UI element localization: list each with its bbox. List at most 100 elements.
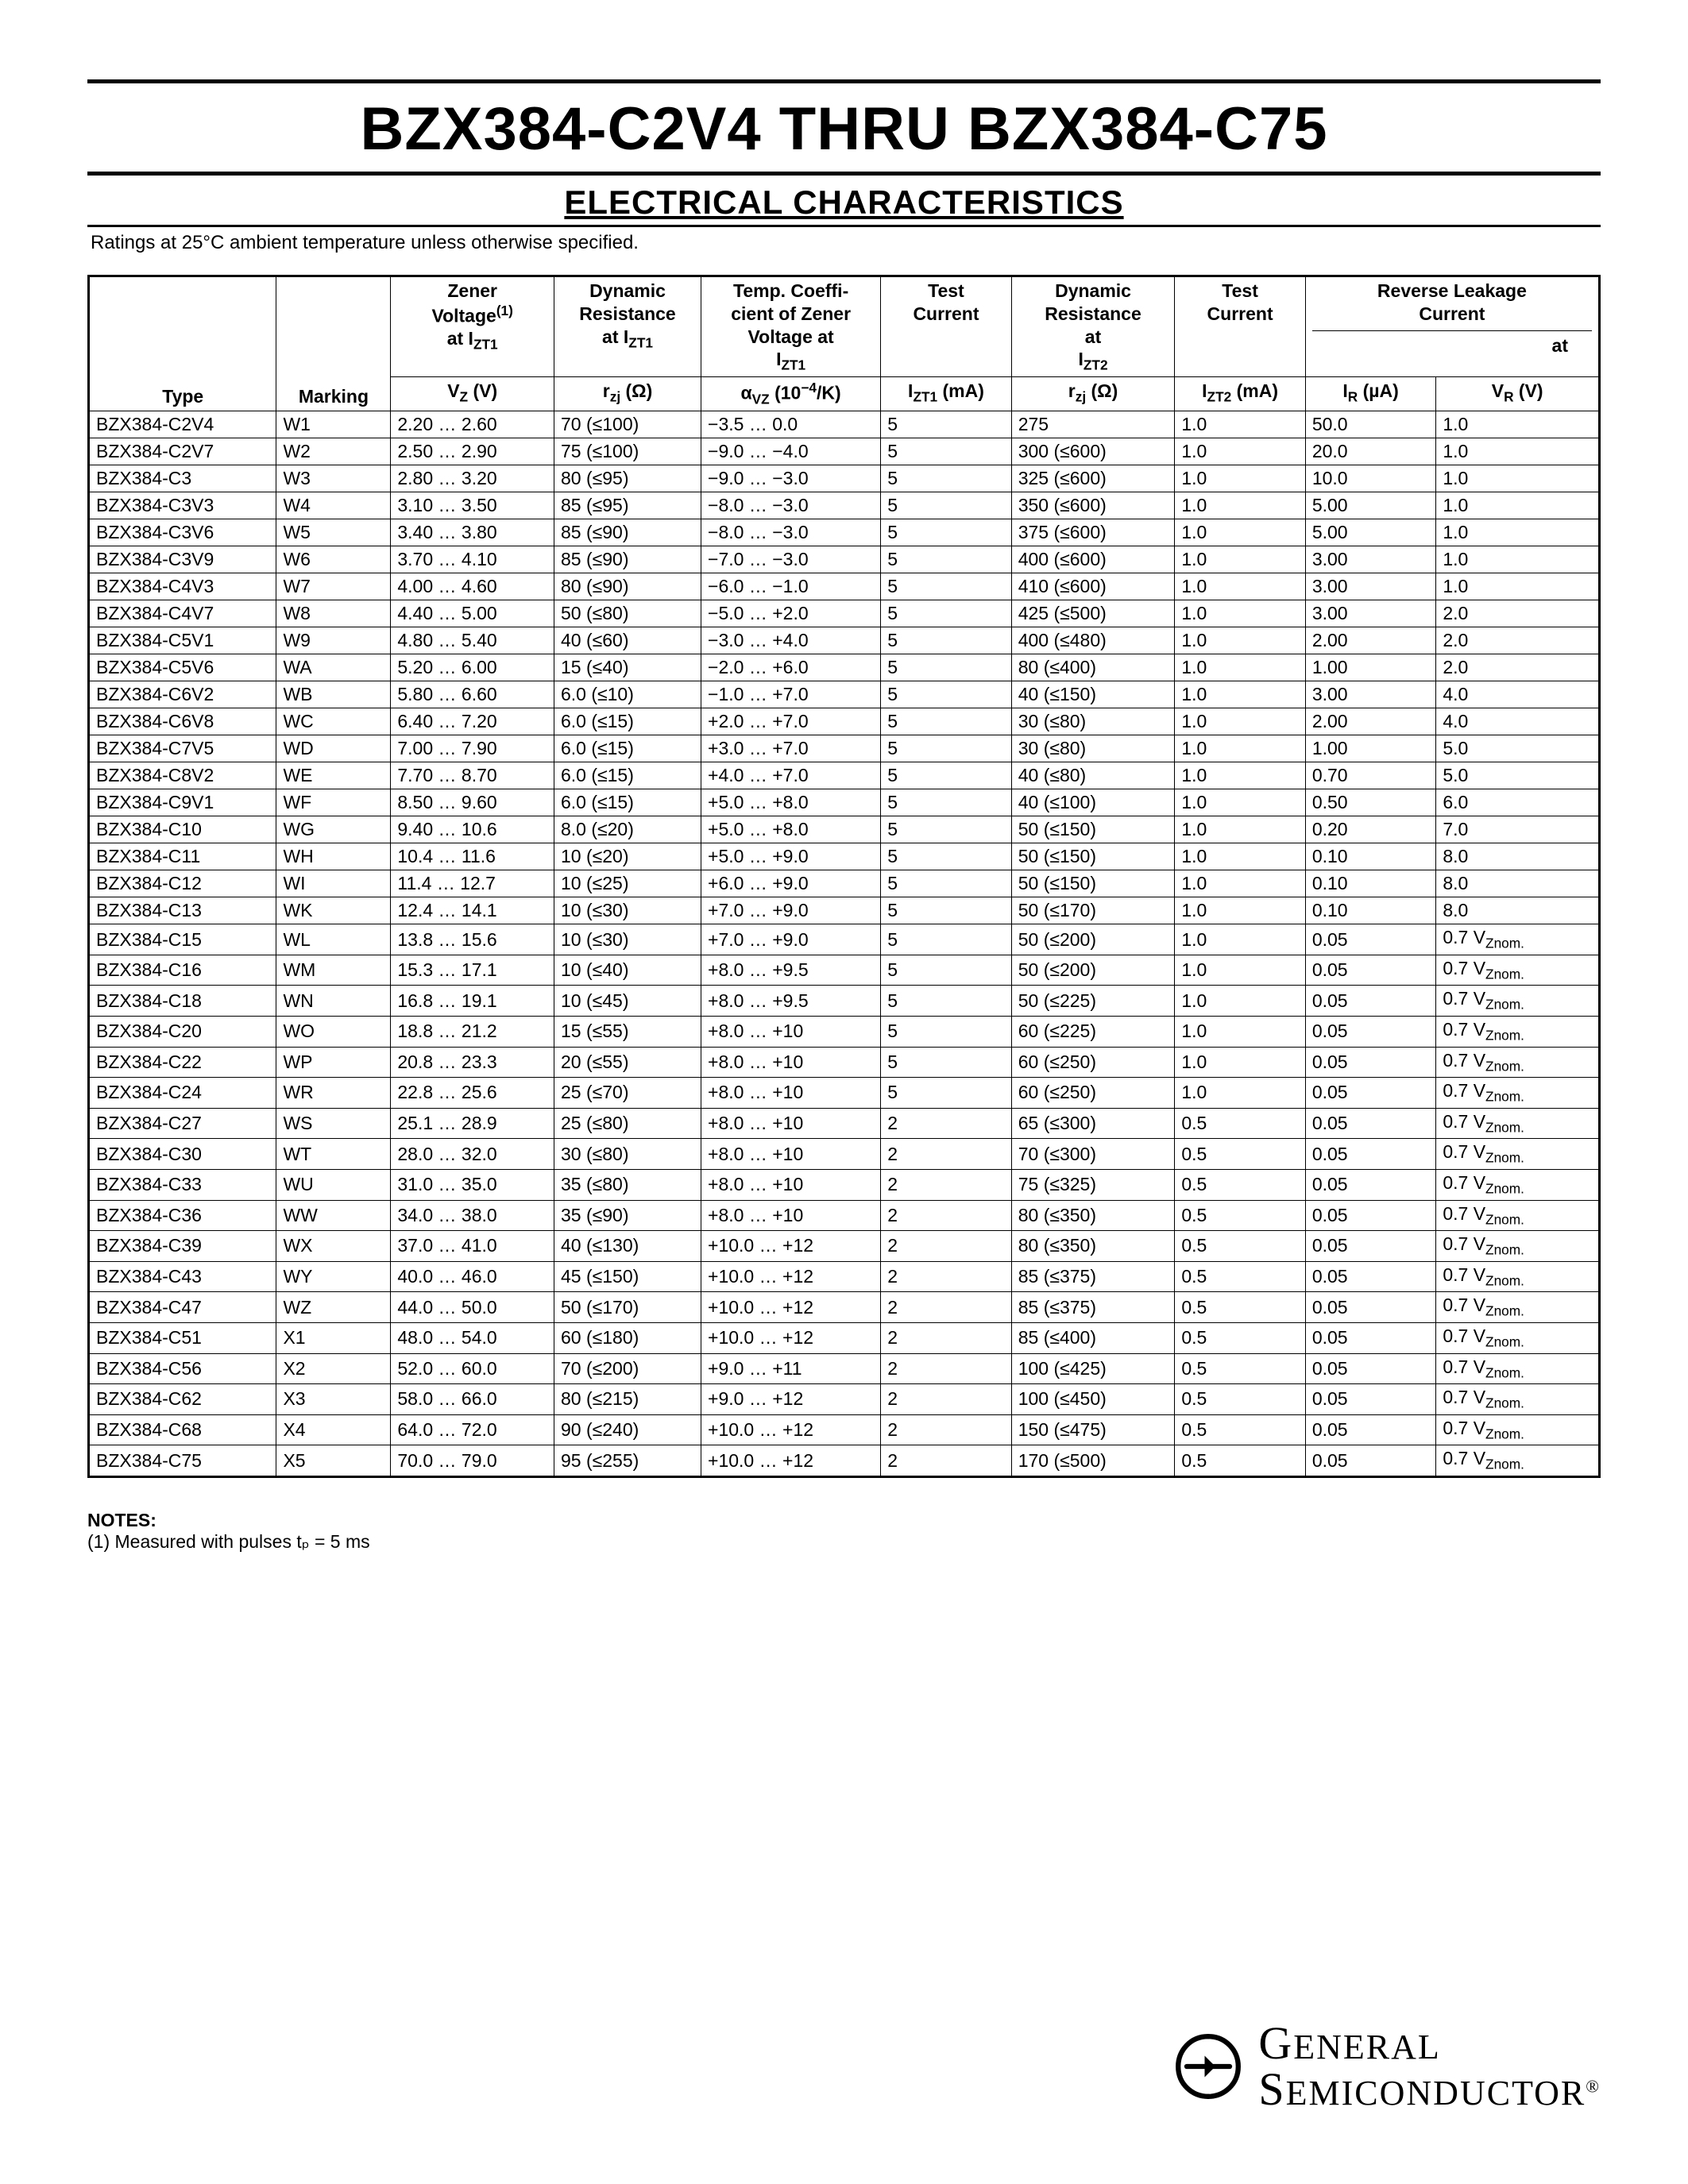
cell: 1.0 [1175,654,1306,681]
cell: 50 (≤200) [1011,924,1175,955]
cell: 1.0 [1175,681,1306,708]
cell: 5 [881,924,1012,955]
cell: 1.0 [1436,492,1600,519]
cell: 2.50 … 2.90 [391,438,554,465]
cell: 85 (≤95) [554,492,701,519]
cell: 0.7 VZnom. [1436,1078,1600,1109]
cell: 5 [881,681,1012,708]
cell: 7.00 … 7.90 [391,735,554,762]
cell: 0.7 VZnom. [1436,986,1600,1017]
cell: 50 (≤225) [1011,986,1175,1017]
cell: WF [276,789,391,816]
cell: −6.0 … −1.0 [701,573,881,600]
cell: 30 (≤80) [1011,708,1175,735]
cell: 5 [881,573,1012,600]
cell: 0.05 [1305,1384,1436,1415]
cell: 0.10 [1305,843,1436,870]
col-rzj2: rzj (Ω) [1011,377,1175,411]
table-row: BZX384-C62X358.0 … 66.080 (≤215)+9.0 … +… [89,1384,1600,1415]
cell: 0.05 [1305,924,1436,955]
cell: 2 [881,1261,1012,1292]
hdr-test-current-2: TestCurrent [1175,276,1306,377]
cell: 4.0 [1436,708,1600,735]
cell: 0.7 VZnom. [1436,1047,1600,1078]
table-row: BZX384-C27WS25.1 … 28.925 (≤80)+8.0 … +1… [89,1108,1600,1139]
cell: BZX384-C6V2 [89,681,276,708]
cell: 64.0 … 72.0 [391,1414,554,1445]
cell: 15 (≤40) [554,654,701,681]
cell: 0.05 [1305,1200,1436,1231]
table-row: BZX384-C5V1W94.80 … 5.4040 (≤60)−3.0 … +… [89,627,1600,654]
cell: 0.05 [1305,955,1436,986]
cell: WE [276,762,391,789]
cell: BZX384-C62 [89,1384,276,1415]
cell: X4 [276,1414,391,1445]
cell: BZX384-C20 [89,1017,276,1048]
cell: 50 (≤150) [1011,870,1175,897]
cell: +8.0 … +10 [701,1139,881,1170]
table-row: BZX384-C12WI11.4 … 12.710 (≤25)+6.0 … +9… [89,870,1600,897]
cell: BZX384-C33 [89,1169,276,1200]
cell: WX [276,1231,391,1262]
cell: 170 (≤500) [1011,1445,1175,1477]
cell: 0.7 VZnom. [1436,1261,1600,1292]
cell: 0.5 [1175,1353,1306,1384]
cell: 6.40 … 7.20 [391,708,554,735]
cell: 3.00 [1305,546,1436,573]
table-row: BZX384-C20WO18.8 … 21.215 (≤55)+8.0 … +1… [89,1017,1600,1048]
table-row: BZX384-C43WY40.0 … 46.045 (≤150)+10.0 … … [89,1261,1600,1292]
cell: 5 [881,465,1012,492]
cell: 1.0 [1175,1047,1306,1078]
cell: 11.4 … 12.7 [391,870,554,897]
cell: 90 (≤240) [554,1414,701,1445]
table-row: BZX384-C5V6WA5.20 … 6.0015 (≤40)−2.0 … +… [89,654,1600,681]
col-izt1: IZT1 (mA) [881,377,1012,411]
cell: 20 (≤55) [554,1047,701,1078]
cell: 4.00 … 4.60 [391,573,554,600]
hdr-zener-voltage: ZenerVoltage(1) at IZT1 [391,276,554,377]
col-izt2: IZT2 (mA) [1175,377,1306,411]
ratings-caption: Ratings at 25°C ambient temperature unle… [87,227,1601,275]
cell: W4 [276,492,391,519]
cell: −5.0 … +2.0 [701,600,881,627]
cell: 2 [881,1414,1012,1445]
cell: 30 (≤80) [1011,735,1175,762]
cell: 85 (≤90) [554,546,701,573]
cell: 0.10 [1305,897,1436,924]
cell: 0.05 [1305,1261,1436,1292]
cell: 34.0 … 38.0 [391,1200,554,1231]
cell: 300 (≤600) [1011,438,1175,465]
cell: W6 [276,546,391,573]
cell: BZX384-C13 [89,897,276,924]
hdr-test-current-1-text: TestCurrent [913,280,979,324]
cell: 1.0 [1436,438,1600,465]
cell: 5 [881,735,1012,762]
cell: W1 [276,411,391,438]
cell: 10 (≤20) [554,843,701,870]
cell: 5.20 … 6.00 [391,654,554,681]
table-row: BZX384-C39WX37.0 … 41.040 (≤130)+10.0 … … [89,1231,1600,1262]
cell: BZX384-C43 [89,1261,276,1292]
cell: 1.0 [1175,708,1306,735]
table-row: BZX384-C75X570.0 … 79.095 (≤255)+10.0 … … [89,1445,1600,1477]
cell: BZX384-C68 [89,1414,276,1445]
cell: 0.05 [1305,1292,1436,1323]
page-title: BZX384-C2V4 THRU BZX384-C75 [87,83,1601,172]
cell: 1.0 [1175,627,1306,654]
cell: WK [276,897,391,924]
cell: 5 [881,1017,1012,1048]
logo-icon [1172,2031,1244,2102]
cell: 50 (≤170) [1011,897,1175,924]
cell: 0.05 [1305,1322,1436,1353]
cell: 3.00 [1305,573,1436,600]
cell: 0.7 VZnom. [1436,1445,1600,1477]
cell: 80 (≤95) [554,465,701,492]
cell: W5 [276,519,391,546]
cell: 1.0 [1175,897,1306,924]
cell: 0.05 [1305,1445,1436,1477]
cell: 12.4 … 14.1 [391,897,554,924]
cell: WL [276,924,391,955]
cell: 400 (≤600) [1011,546,1175,573]
cell: 5 [881,708,1012,735]
cell: +5.0 … +8.0 [701,789,881,816]
